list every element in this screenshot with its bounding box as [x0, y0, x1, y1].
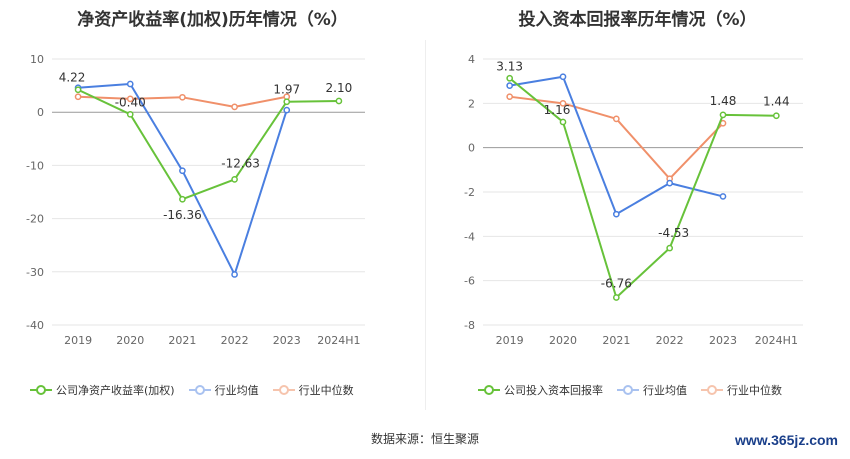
data-point-avg — [559, 73, 567, 81]
data-point-avg — [126, 80, 134, 88]
legend-item-avg[interactable]: 行业均值 — [617, 382, 687, 398]
data-label: 1.97 — [273, 83, 300, 97]
data-point-company — [666, 244, 674, 252]
x-tick-label: 2022 — [221, 334, 249, 347]
data-point-avg — [231, 271, 238, 278]
legend-avg-label: 行业均值 — [643, 384, 687, 397]
legend-item-company[interactable]: 公司净资产收益率(加权) — [30, 382, 175, 398]
data-source: 数据来源：恒生聚源 — [370, 432, 479, 446]
data-label: 1.44 — [763, 95, 790, 109]
legend-item-median[interactable]: 行业中位数 — [701, 382, 782, 398]
data-point-company — [74, 86, 82, 94]
data-point-avg — [719, 193, 727, 200]
data-label: 1.16 — [544, 103, 571, 117]
y-tick-label: 10 — [30, 53, 44, 66]
data-point-avg — [506, 82, 514, 89]
x-tick-label: 2020 — [549, 334, 577, 347]
y-tick-label: 0 — [468, 142, 475, 155]
legend-median-icon — [272, 384, 295, 396]
legend-median-label: 行业中位数 — [298, 384, 354, 397]
data-point-company — [506, 74, 514, 82]
data-label: -0.40 — [115, 95, 146, 109]
x-tick-label: 2023 — [273, 334, 301, 347]
data-point-avg — [612, 210, 620, 218]
data-point-median — [74, 93, 82, 101]
legend-company-label: 公司净资产收益率(加权) — [56, 384, 175, 397]
legend-company-label: 公司投入资本回报率 — [504, 384, 603, 397]
series-line-median — [509, 95, 724, 180]
series-line-company — [509, 77, 777, 299]
legend-company-icon — [30, 384, 52, 396]
data-label: -6.76 — [601, 277, 632, 291]
data-point-avg — [666, 179, 674, 187]
data-point-company — [559, 118, 567, 126]
legend-avg-icon — [617, 384, 639, 396]
x-tick-label: 2021 — [602, 334, 630, 347]
y-tick-label: -40 — [26, 319, 44, 332]
legend-roic: 公司投入资本回报率 行业均值 行业中位数 — [478, 382, 796, 398]
y-tick-label: -8 — [464, 319, 475, 332]
watermark: www.365jz.com — [735, 432, 838, 448]
chart-title-roe: 净资产收益率(加权)历年情况（%） — [77, 10, 348, 30]
y-tick-label: 2 — [468, 97, 475, 110]
data-point-company — [179, 195, 186, 203]
x-tick-label: 2024H1 — [317, 334, 360, 347]
x-tick-label: 2019 — [64, 334, 92, 347]
data-point-company — [283, 98, 291, 106]
x-tick-label: 2020 — [116, 334, 144, 347]
data-point-company — [772, 112, 780, 120]
y-tick-label: -20 — [26, 213, 44, 226]
data-point-company — [719, 111, 727, 119]
data-label: -12.63 — [221, 156, 260, 170]
data-label: -4.53 — [658, 226, 689, 240]
x-tick-label: 2019 — [496, 334, 524, 347]
data-label: 2.10 — [326, 81, 353, 95]
y-tick-label: -2 — [464, 186, 475, 199]
data-point-avg — [283, 106, 291, 114]
data-point-avg — [179, 167, 186, 175]
x-tick-label: 2023 — [709, 334, 737, 347]
data-point-median — [231, 103, 238, 111]
data-label: -16.36 — [163, 208, 202, 222]
legend-item-median[interactable]: 行业中位数 — [272, 382, 354, 398]
data-point-median — [506, 93, 514, 101]
data-point-median — [612, 115, 620, 123]
data-point-median — [559, 99, 567, 107]
legend-avg-label: 行业均值 — [214, 384, 259, 397]
y-tick-label: -10 — [26, 159, 44, 172]
data-point-median — [179, 93, 186, 101]
y-tick-label: -6 — [464, 275, 475, 288]
chart-divider — [425, 40, 426, 410]
chart-title-roic: 投入资本回报率历年情况（%） — [518, 10, 757, 30]
data-label: 3.13 — [496, 59, 523, 73]
data-label: 1.48 — [710, 94, 737, 108]
data-label: 4.22 — [59, 71, 86, 85]
legend-item-avg[interactable]: 行业均值 — [188, 382, 259, 398]
x-tick-label: 2022 — [656, 334, 684, 347]
data-point-company — [335, 97, 343, 105]
data-point-median — [126, 95, 134, 103]
x-tick-label: 2024H1 — [755, 334, 798, 347]
legend-company-icon — [478, 384, 500, 396]
legend-item-company[interactable]: 公司投入资本回报率 — [478, 382, 603, 398]
data-point-company — [231, 176, 238, 183]
y-tick-label: -4 — [464, 230, 475, 243]
data-point-company — [612, 294, 620, 301]
y-tick-label: -30 — [26, 266, 44, 279]
series-line-company — [77, 88, 339, 201]
legend-median-label: 行业中位数 — [727, 384, 782, 397]
x-tick-label: 2021 — [168, 334, 196, 347]
legend-median-icon — [701, 384, 723, 396]
legend-avg-icon — [188, 384, 211, 396]
data-point-company — [126, 110, 134, 118]
legend-roe: 公司净资产收益率(加权) 行业均值 行业中位数 — [30, 382, 368, 398]
y-tick-label: 4 — [468, 53, 475, 66]
y-tick-label: 0 — [37, 106, 44, 119]
